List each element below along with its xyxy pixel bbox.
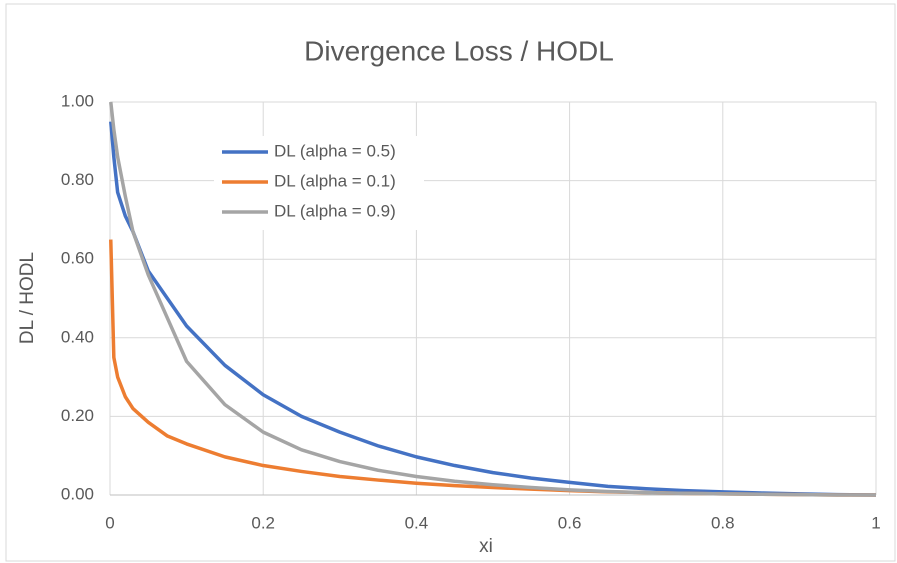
x-axis-label: xi (479, 536, 493, 557)
chart-frame (5, 3, 896, 562)
y-tick-label: 0.20 (61, 406, 94, 425)
x-tick-label: 0 (105, 513, 114, 532)
chart-title: Divergence Loss / HODL (304, 35, 614, 66)
y-tick-label: 1.00 (61, 91, 94, 110)
x-tick-label: 0.6 (558, 513, 582, 532)
y-tick-label: 0.00 (61, 484, 94, 503)
x-tick-label: 0.8 (711, 513, 735, 532)
y-tick-label: 0.40 (61, 327, 94, 346)
legend-label: DL (alpha = 0.5) (274, 141, 396, 160)
x-tick-label: 0.4 (405, 513, 429, 532)
x-tick-label: 0.2 (251, 513, 275, 532)
y-axis-label: DL / HODL (17, 252, 38, 344)
legend-label: DL (alpha = 0.1) (274, 171, 396, 190)
series-line (109, 101, 876, 497)
y-tick-label: 0.80 (61, 170, 94, 189)
legend-label: DL (alpha = 0.9) (274, 201, 396, 220)
x-tick-label: 1 (871, 513, 880, 532)
y-tick-label: 0.60 (61, 249, 94, 268)
